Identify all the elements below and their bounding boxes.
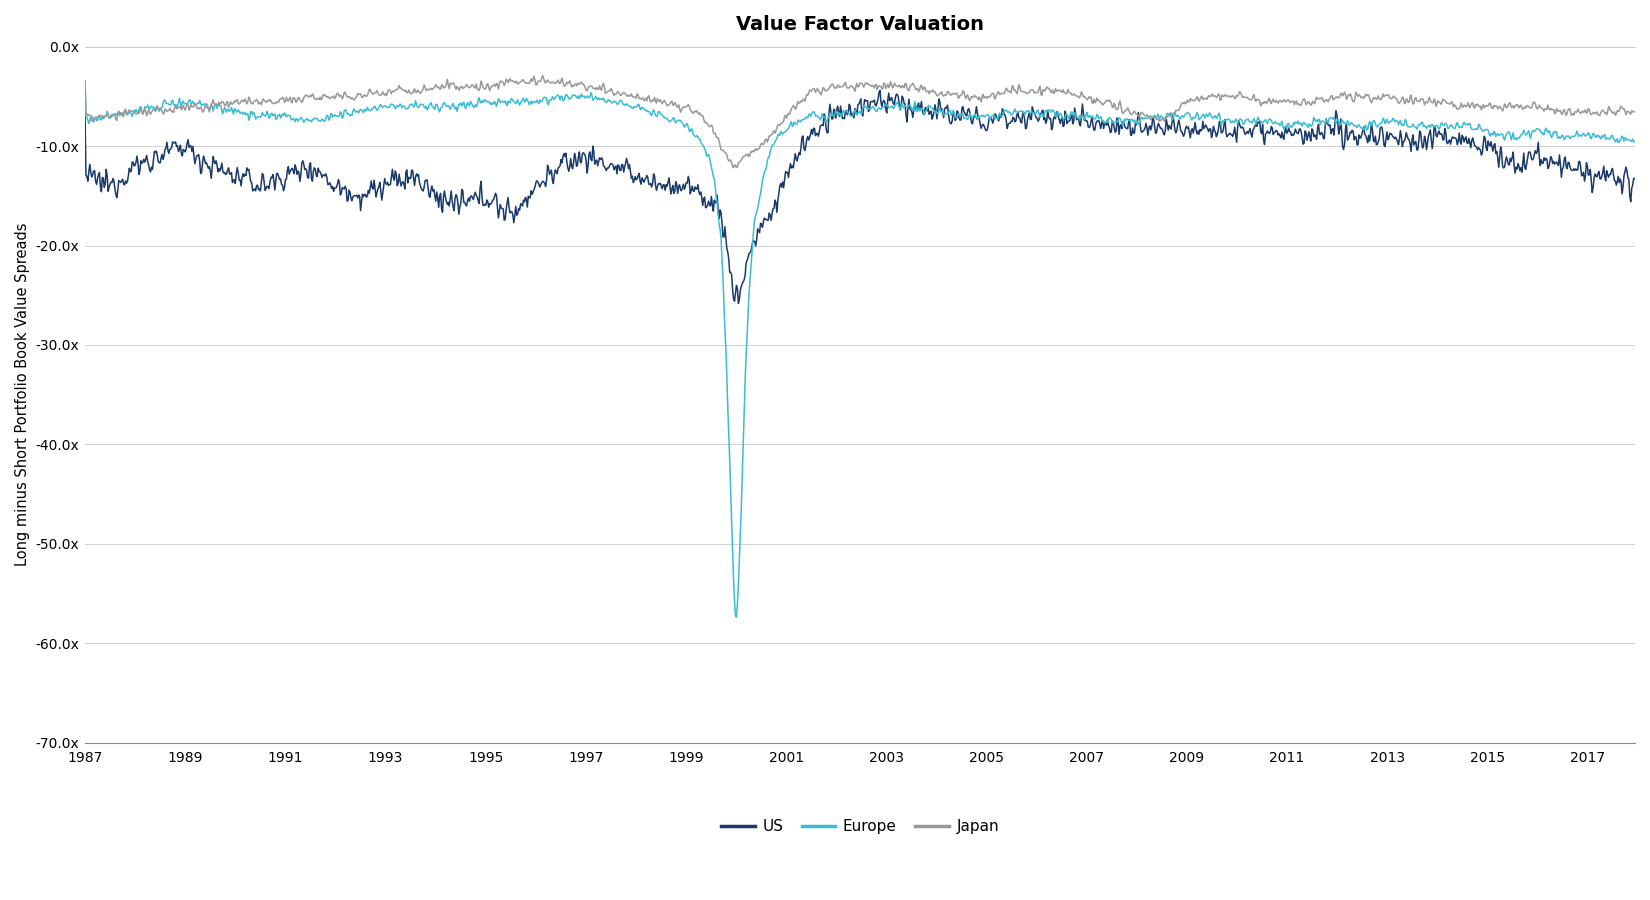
Japan bbox=[926, 86, 945, 97]
Line: US: US bbox=[86, 91, 1637, 303]
US bbox=[926, 99, 945, 110]
Japan bbox=[1134, 110, 1153, 121]
Japan bbox=[122, 105, 142, 116]
Legend: US, Europe, Japan: US, Europe, Japan bbox=[714, 813, 1005, 841]
Japan bbox=[404, 84, 424, 94]
US bbox=[76, 107, 96, 118]
Europe bbox=[375, 101, 394, 112]
US bbox=[1134, 124, 1153, 135]
Japan bbox=[76, 76, 96, 86]
Line: Japan: Japan bbox=[86, 76, 1637, 167]
Europe bbox=[993, 107, 1013, 118]
Japan bbox=[995, 88, 1015, 99]
US bbox=[375, 179, 394, 190]
Europe bbox=[1134, 112, 1153, 123]
Europe bbox=[1627, 133, 1647, 144]
US bbox=[1627, 172, 1647, 183]
US bbox=[995, 109, 1015, 120]
US bbox=[122, 166, 142, 176]
Japan bbox=[533, 70, 553, 81]
US bbox=[404, 180, 424, 191]
Europe bbox=[122, 109, 142, 120]
Japan bbox=[724, 162, 744, 173]
Title: Value Factor Valuation: Value Factor Valuation bbox=[736, 15, 983, 34]
Line: Europe: Europe bbox=[86, 81, 1637, 617]
Europe bbox=[726, 612, 746, 623]
Japan bbox=[375, 89, 394, 100]
Europe bbox=[76, 76, 96, 86]
Japan bbox=[1627, 106, 1647, 117]
Europe bbox=[404, 100, 424, 111]
US bbox=[728, 298, 747, 309]
Europe bbox=[924, 106, 944, 117]
Y-axis label: Long minus Short Portfolio Book Value Spreads: Long minus Short Portfolio Book Value Sp… bbox=[15, 223, 30, 566]
US bbox=[870, 86, 889, 96]
